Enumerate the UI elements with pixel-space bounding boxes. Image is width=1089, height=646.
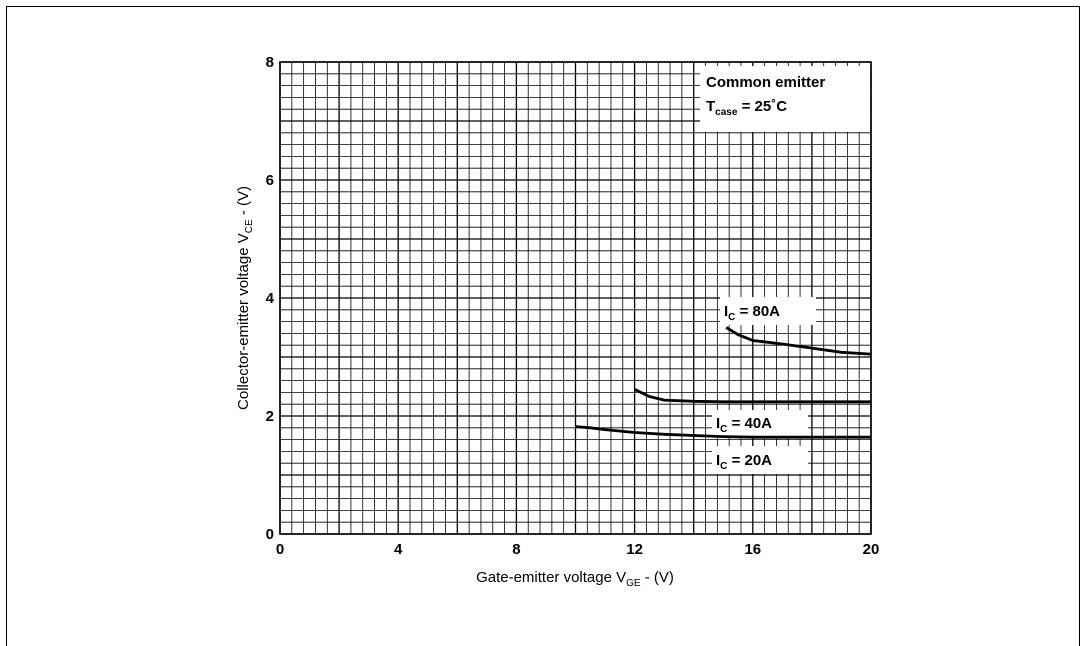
label-80a-rest: = 80A — [735, 303, 780, 320]
conditions-line1: Common emitter — [706, 74, 825, 91]
series-label-ic-40a: IC = 40A — [716, 415, 772, 435]
series-line-ic-20a — [575, 425, 871, 439]
y-tick-labels: 0 2 4 6 8 — [266, 54, 275, 543]
x-tick-label: 8 — [512, 541, 520, 558]
label-40a-rest: = 40A — [727, 415, 772, 432]
series-label-ic-80a: IC = 80A — [724, 303, 780, 323]
label-20a-rest: = 20A — [727, 452, 772, 469]
series-line-ic-40a — [633, 388, 871, 404]
x-tick-label: 4 — [394, 541, 403, 558]
x-tick-label: 16 — [744, 541, 761, 558]
y-tick-label: 6 — [266, 172, 274, 189]
y-axis-label-sub: CE — [244, 219, 255, 233]
x-axis-label: Gate-emitter voltage VGE - (V) — [476, 569, 674, 589]
curves — [575, 326, 872, 439]
label-bg-80a — [720, 297, 816, 325]
label-80a-sub: C — [728, 312, 735, 323]
x-tick-label: 0 — [276, 541, 284, 558]
label-80a-main: I — [724, 303, 728, 320]
series-label-ic-20a: IC = 20A — [716, 452, 772, 472]
chart-frame — [6, 6, 1080, 646]
conditions-line2: Tcase = 25˚C — [706, 98, 787, 118]
label-20a-sub: C — [720, 461, 727, 472]
label-bg-20a — [712, 446, 808, 474]
conditions-box — [700, 66, 870, 132]
x-tick-label: 12 — [626, 541, 643, 558]
y-tick-label: 8 — [266, 54, 274, 71]
x-axis-label-unit: - (V) — [641, 569, 674, 586]
y-axis-label-unit: - (V) — [235, 186, 252, 219]
conditions-t-main: T — [706, 98, 715, 115]
y-tick-label: 2 — [266, 408, 274, 425]
y-tick-label: 4 — [266, 290, 275, 307]
x-tick-labels: 0 4 8 12 16 20 — [276, 541, 880, 558]
y-tick-label: 0 — [266, 526, 274, 543]
x-axis-label-sub: GE — [626, 578, 641, 589]
series-line-ic-80a — [725, 326, 872, 356]
x-axis-label-main: Gate-emitter voltage V — [476, 569, 626, 586]
conditions-t-rest: = 25˚C — [737, 98, 787, 115]
conditions-t-sub: case — [715, 107, 738, 118]
label-20a-main: I — [716, 452, 720, 469]
x-tick-label: 20 — [863, 541, 880, 558]
label-40a-main: I — [716, 415, 720, 432]
y-axis-label-main: Collector-emitter voltage V — [235, 233, 252, 410]
plot-border — [279, 61, 872, 535]
y-axis-label: Collector-emitter voltage VCE - (V) — [235, 186, 255, 410]
label-40a-sub: C — [720, 424, 727, 435]
label-bg-40a — [712, 410, 808, 436]
chart-svg: Common emitter Tcase = 25˚C IC = 80A IC … — [235, 54, 880, 589]
